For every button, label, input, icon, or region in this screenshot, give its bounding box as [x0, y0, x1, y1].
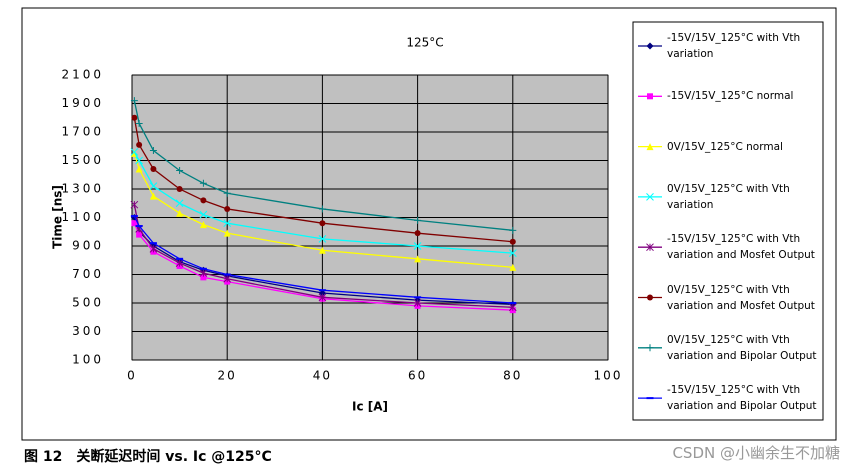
marker — [200, 197, 207, 204]
legend-label: 0V/15V_125°C with Vth variation and Mosf… — [667, 283, 815, 312]
marker — [175, 259, 184, 267]
marker — [135, 119, 143, 127]
marker — [130, 200, 139, 209]
y-tick-label: 300 — [72, 324, 104, 338]
x-tick-label: 40 — [313, 369, 332, 383]
y-tick-label: 1100 — [61, 210, 104, 224]
y-tick-label: 1900 — [61, 96, 104, 110]
marker — [318, 205, 326, 213]
legend-label: -15V/15V_125°C with Vth variation — [667, 32, 801, 60]
marker — [149, 182, 158, 191]
marker — [646, 42, 654, 50]
marker — [131, 220, 138, 227]
marker — [131, 114, 138, 121]
marker — [646, 243, 654, 252]
y-tick-label: 100 — [72, 353, 104, 367]
watermark: CSDN @小幽余生不加糖 — [672, 444, 840, 462]
legend-label: -15V/15V_125°C with Vth variation and Mo… — [667, 233, 815, 262]
marker — [318, 235, 327, 243]
legend-label: -15V/15V_125°C with Vth variation and Bi… — [667, 384, 817, 413]
marker — [646, 193, 654, 201]
y-tick-label: 900 — [72, 239, 104, 253]
marker — [149, 147, 157, 155]
marker — [318, 293, 327, 302]
y-tick-label: 1500 — [61, 153, 104, 167]
marker — [508, 249, 517, 257]
marker — [199, 269, 208, 277]
marker — [176, 166, 184, 174]
legend-label: -15V/15V_125°C normal — [667, 90, 794, 103]
marker — [130, 97, 138, 105]
marker — [509, 263, 517, 271]
marker — [647, 294, 653, 301]
marker — [414, 230, 421, 237]
y-tick-label: 1700 — [61, 125, 104, 139]
marker — [414, 216, 422, 224]
marker — [318, 246, 326, 254]
marker — [199, 210, 208, 219]
x-tick-label: 100 — [594, 369, 623, 383]
marker — [646, 143, 654, 151]
marker — [176, 209, 184, 217]
marker — [175, 199, 184, 208]
marker — [135, 165, 143, 173]
legend-box — [632, 21, 824, 421]
x-tick-label: 60 — [408, 369, 427, 383]
legend-label: 0V/15V_125°C with Vth variation — [667, 182, 790, 211]
caption: 图 12 关断延迟时间 vs. Ic @125°C — [24, 449, 272, 465]
marker — [509, 238, 516, 245]
x-tick-label: 0 — [127, 369, 137, 383]
chart-title: 125°C — [406, 36, 443, 50]
y-axis-label: Time [ns] — [51, 185, 65, 249]
marker — [136, 141, 143, 148]
marker — [224, 205, 231, 212]
marker — [318, 289, 326, 297]
marker — [149, 244, 158, 253]
marker — [199, 179, 207, 187]
marker — [647, 93, 653, 100]
y-tick-label: 2100 — [61, 68, 104, 82]
marker — [130, 148, 139, 156]
y-tick-label: 700 — [72, 267, 104, 281]
x-tick-label: 20 — [218, 369, 237, 383]
marker — [646, 344, 654, 352]
marker — [223, 229, 231, 237]
y-tick-label: 1300 — [61, 182, 104, 196]
marker — [149, 192, 157, 200]
legend-label: 0V/15V_125°C normal — [667, 140, 783, 153]
marker — [136, 231, 143, 238]
marker — [509, 226, 517, 234]
marker — [223, 219, 232, 228]
marker — [135, 156, 143, 165]
marker — [413, 242, 422, 250]
x-axis-label: Ic [A] — [352, 400, 388, 414]
marker — [414, 255, 422, 263]
marker — [223, 189, 231, 197]
marker — [413, 299, 422, 307]
marker — [319, 220, 326, 227]
x-tick-label: 80 — [503, 369, 522, 383]
marker — [176, 186, 183, 192]
marker — [200, 274, 207, 281]
marker — [223, 274, 232, 283]
marker — [199, 221, 207, 229]
marker — [150, 166, 157, 173]
marker — [508, 303, 517, 312]
y-tick-label: 500 — [72, 296, 104, 310]
legend-label: 0V/15V_125°C with Vth variation and Bipo… — [667, 333, 817, 362]
